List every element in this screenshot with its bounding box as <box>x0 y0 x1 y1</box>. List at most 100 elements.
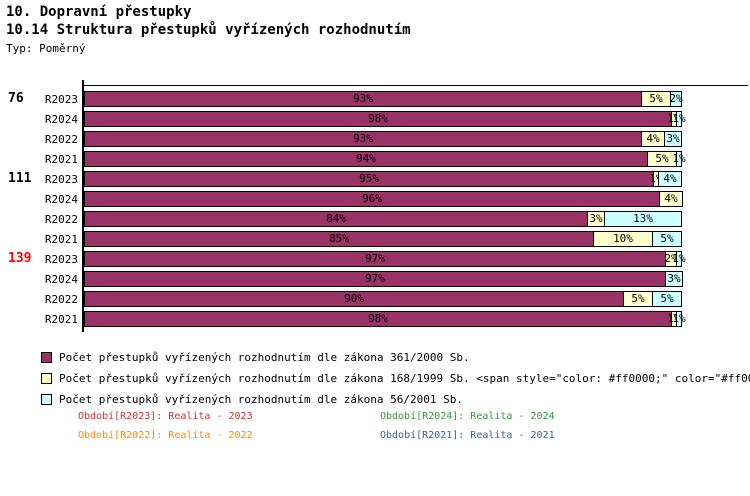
row-label: R2024 <box>44 113 78 126</box>
bar-row: R2022 90% 5% 5% <box>0 291 750 307</box>
bar-row: R2022 93% 4% 3% <box>0 131 750 147</box>
period-label: Období[R2021]: Realita - 2021 <box>380 430 555 441</box>
group-label: 111 <box>8 171 32 186</box>
row-label: R2022 <box>44 133 78 146</box>
segment-value-label: 2% <box>669 92 683 105</box>
stacked-bar: 97% 2% 1% <box>84 251 686 267</box>
row-label: R2023 <box>44 93 78 106</box>
segment-value-label: 4% <box>663 172 677 185</box>
segment-value-label: 93% <box>353 132 373 145</box>
segment-value-label: 13% <box>633 212 653 225</box>
legend-swatch <box>41 352 52 363</box>
segment-value-label: 98% <box>368 312 388 325</box>
bar-segment-series1: 97% <box>84 271 666 287</box>
bar-segment-series2: 4% <box>659 191 683 207</box>
bar-segment-series3: 4% <box>658 171 682 187</box>
row-label: R2021 <box>44 153 78 166</box>
stacked-bar: 93% 4% 3% <box>84 131 684 147</box>
bar-segment-series1: 97% <box>84 251 666 267</box>
bar-segment-series1: 98% <box>84 111 672 127</box>
period-label: Období[R2022]: Realita - 2022 <box>78 430 253 441</box>
segment-value-label: 90% <box>344 292 364 305</box>
bar-segment-series3: 3% <box>665 271 683 287</box>
bar-segment-series1: 93% <box>84 131 642 147</box>
chart-rows: 76 R2023 93% 5% 2% R2024 98% 1% 1% R2022 93% 4% 3% R2… <box>0 91 750 331</box>
segment-value-label: 1% <box>672 112 686 125</box>
bar-segment-series3: 13% <box>604 211 682 227</box>
segment-value-label: 1% <box>672 252 686 265</box>
bar-row: 139 R2023 97% 2% 1% <box>0 251 750 267</box>
stacked-bar: 93% 5% 2% <box>84 91 684 107</box>
stacked-bar: 85% 10% 5% <box>84 231 684 247</box>
segment-value-label: 93% <box>353 92 373 105</box>
bar-segment-series1: 85% <box>84 231 594 247</box>
bar-row: R2021 85% 10% 5% <box>0 231 750 247</box>
bar-row: R2021 94% 5% 1% <box>0 151 750 167</box>
bar-segment-series1: 94% <box>84 151 648 167</box>
bar-segment-series3: 5% <box>652 231 682 247</box>
row-label: R2022 <box>44 293 78 306</box>
legend-label: Počet přestupků vyřízených rozhodnutím d… <box>59 393 463 406</box>
period-label: Období[R2023]: Realita - 2023 <box>78 411 253 422</box>
bar-segment-series3: 1% <box>672 151 686 167</box>
bar-segment-series2: 5% <box>641 91 671 107</box>
y-axis-line <box>82 80 84 332</box>
bar-row: R2024 98% 1% 1% <box>0 111 750 127</box>
segment-value-label: 3% <box>667 272 681 285</box>
legend-swatch <box>41 373 52 384</box>
bar-row: R2024 96% 4% <box>0 191 750 207</box>
legend-label: Počet přestupků vyřízených rozhodnutím d… <box>59 372 750 385</box>
row-label: R2021 <box>44 233 78 246</box>
segment-value-label: 97% <box>365 272 385 285</box>
top-axis-line <box>82 85 748 86</box>
stacked-bar: 94% 5% 1% <box>84 151 686 167</box>
legend-label: Počet přestupků vyřízených rozhodnutím d… <box>59 351 470 364</box>
segment-value-label: 84% <box>326 212 346 225</box>
chart-type-label: Typ: Poměrný <box>6 42 86 55</box>
legend-swatch <box>41 394 52 405</box>
bar-segment-series1: 98% <box>84 311 672 327</box>
bar-segment-series2: 4% <box>641 131 665 147</box>
legend: Počet přestupků vyřízených rozhodnutím d… <box>41 347 750 410</box>
bar-row: R2024 97% 3% <box>0 271 750 287</box>
segment-value-label: 94% <box>356 152 376 165</box>
group-label: 76 <box>8 91 24 106</box>
segment-value-label: 5% <box>660 232 674 245</box>
row-label: R2023 <box>44 173 78 186</box>
segment-value-label: 2% <box>664 252 678 265</box>
segment-value-label: 1% <box>672 312 686 325</box>
bar-segment-series2: 3% <box>587 211 605 227</box>
row-label: R2022 <box>44 213 78 226</box>
bar-row: R2021 98% 1% 1% <box>0 311 750 327</box>
segment-value-label: 10% <box>613 232 633 245</box>
segment-value-label: 5% <box>660 292 674 305</box>
section-title: 10.14 Struktura přestupků vyřízených roz… <box>6 22 411 38</box>
segment-value-label: 1% <box>672 152 686 165</box>
segment-value-label: 5% <box>631 292 645 305</box>
stacked-bar: 98% 1% 1% <box>84 111 686 127</box>
stacked-bar: 84% 3% 13% <box>84 211 684 227</box>
stacked-bar: 95% 1% 4% <box>84 171 684 187</box>
bar-segment-series1: 96% <box>84 191 660 207</box>
bar-segment-series1: 93% <box>84 91 642 107</box>
legend-item: Počet přestupků vyřízených rozhodnutím d… <box>41 389 750 410</box>
bar-segment-series3: 1% <box>672 111 686 127</box>
segment-value-label: 97% <box>365 252 385 265</box>
bar-segment-series3: 3% <box>664 131 682 147</box>
stacked-bar: 90% 5% 5% <box>84 291 684 307</box>
bar-segment-series1: 84% <box>84 211 588 227</box>
stacked-bar: 98% 1% 1% <box>84 311 686 327</box>
segment-value-label: 5% <box>649 92 663 105</box>
segment-value-label: 96% <box>362 192 382 205</box>
segment-value-label: 3% <box>666 132 680 145</box>
segment-value-label: 85% <box>329 232 349 245</box>
bar-row: R2022 84% 3% 13% <box>0 211 750 227</box>
segment-value-label: 4% <box>664 192 678 205</box>
bar-segment-series3: 5% <box>652 291 682 307</box>
bar-row: 111 R2023 95% 1% 4% <box>0 171 750 187</box>
segment-value-label: 98% <box>368 112 388 125</box>
segment-value-label: 4% <box>646 132 660 145</box>
chapter-title: 10. Dopravní přestupky <box>6 4 192 20</box>
segment-value-label: 95% <box>359 172 379 185</box>
